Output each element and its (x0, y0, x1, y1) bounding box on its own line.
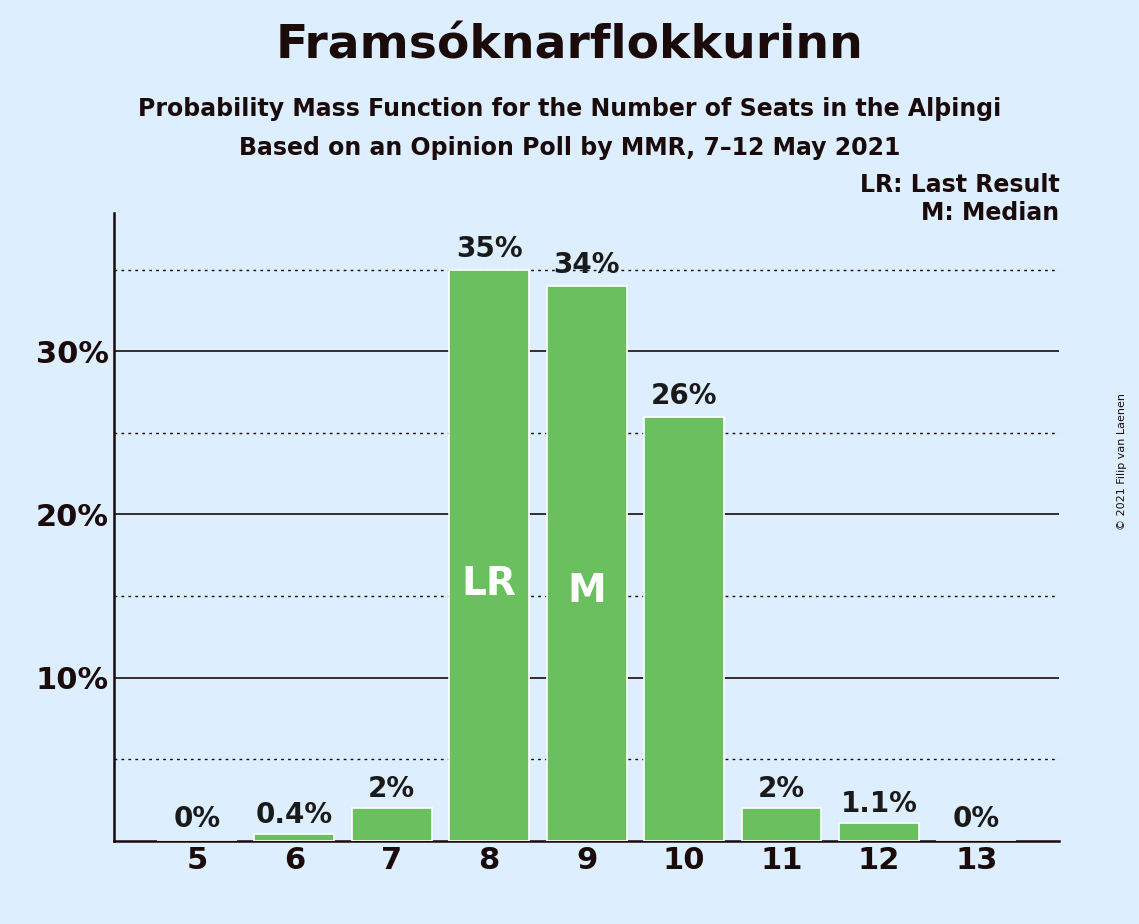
Text: 0%: 0% (173, 805, 220, 833)
Bar (352, 808, 432, 841)
Bar (839, 823, 919, 841)
Text: LR: LR (461, 565, 517, 602)
Bar (254, 834, 334, 841)
Bar (741, 808, 821, 841)
Text: 2%: 2% (368, 775, 416, 803)
Text: LR: Last Result: LR: Last Result (860, 173, 1059, 197)
Text: M: Median: M: Median (921, 201, 1059, 225)
Text: 26%: 26% (650, 382, 718, 410)
Text: Based on an Opinion Poll by MMR, 7–12 May 2021: Based on an Opinion Poll by MMR, 7–12 Ma… (239, 136, 900, 160)
Text: 2%: 2% (757, 775, 805, 803)
Bar (644, 417, 724, 841)
Text: 0%: 0% (953, 805, 1000, 833)
Bar (449, 270, 530, 841)
Text: Probability Mass Function for the Number of Seats in the Alþingi: Probability Mass Function for the Number… (138, 97, 1001, 121)
Text: 1.1%: 1.1% (841, 790, 917, 818)
Text: 34%: 34% (554, 251, 620, 279)
Text: 0.4%: 0.4% (255, 801, 333, 830)
Bar (547, 286, 626, 841)
Text: Framsóknarflokkurinn: Framsóknarflokkurinn (276, 23, 863, 68)
Text: © 2021 Filip van Laenen: © 2021 Filip van Laenen (1117, 394, 1126, 530)
Text: 35%: 35% (456, 235, 523, 263)
Text: M: M (567, 572, 606, 610)
